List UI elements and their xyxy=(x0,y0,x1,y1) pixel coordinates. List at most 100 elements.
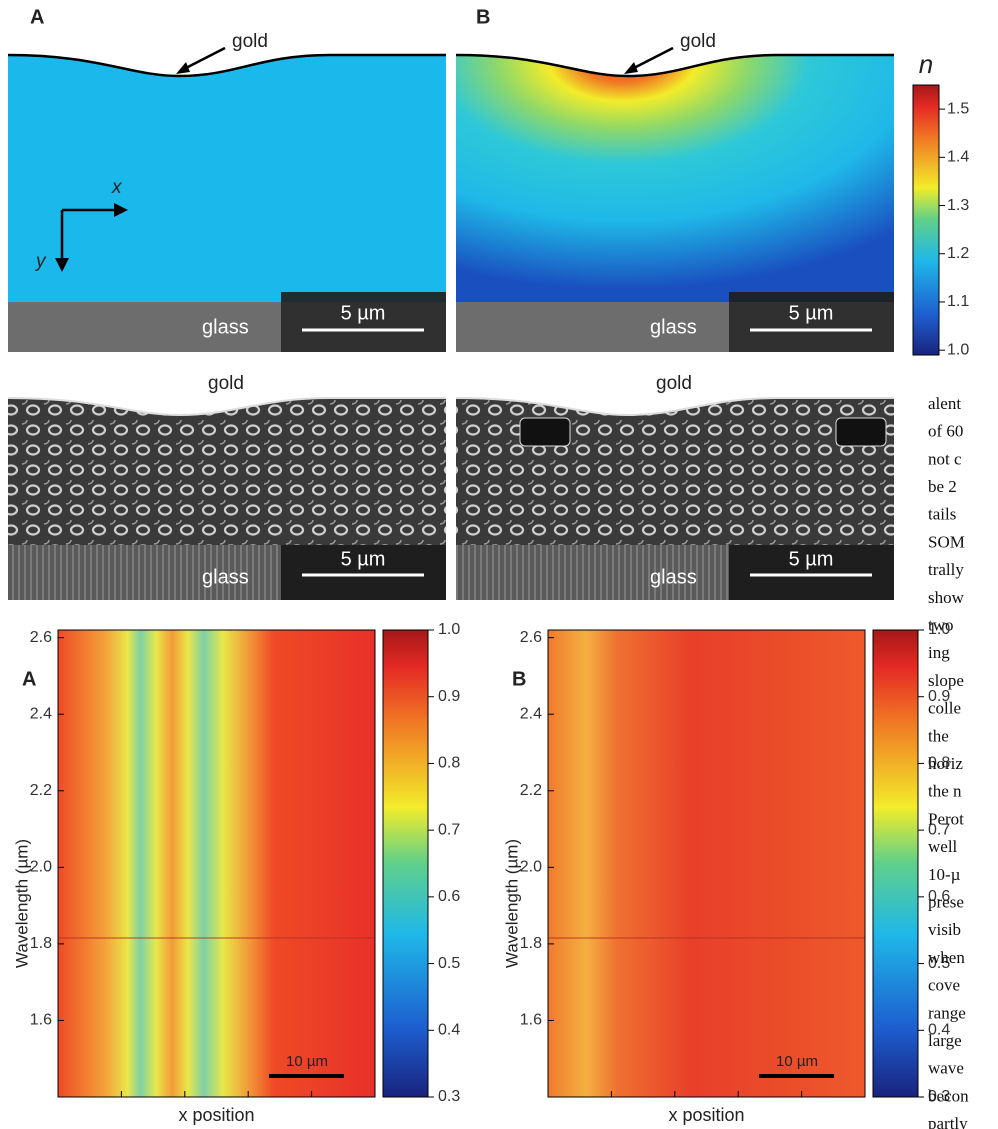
y-tick-label: 2.2 xyxy=(520,782,542,799)
text-line: of 60 xyxy=(928,422,963,441)
sem-panel-b: gold glass 5 µm xyxy=(455,373,894,600)
gold-label: gold xyxy=(208,373,244,394)
y-tick-label: 2.0 xyxy=(30,859,52,876)
colorbar-tick-label: 0.3 xyxy=(928,1088,950,1105)
colorbar-tick-label: 0.6 xyxy=(928,888,950,905)
text-line: alent xyxy=(928,394,961,413)
heatmap-image xyxy=(58,630,375,1097)
text-line: slope xyxy=(928,671,964,690)
sim-panel-b: B gold glass 5 µm xyxy=(455,6,894,352)
text-line: be 2 xyxy=(928,477,957,496)
y-tick-label: 1.8 xyxy=(520,935,542,952)
glass-label: glass xyxy=(202,316,249,338)
y-tick-label: 2.4 xyxy=(520,705,542,722)
text-line: when xyxy=(928,948,965,967)
text-line: well xyxy=(928,837,958,856)
colorbar-tick-label: 0.9 xyxy=(928,688,950,705)
colorbar-tick-label: 0.3 xyxy=(438,1088,460,1105)
text-line: show xyxy=(928,588,965,607)
y-tick-label: 1.8 xyxy=(30,935,52,952)
colorbar xyxy=(382,629,429,1098)
colorbar-tick-label: 0.5 xyxy=(928,955,950,972)
colorbar-tick-label: 0.9 xyxy=(438,688,460,705)
text-line: not c xyxy=(928,449,962,468)
sim-panel-a: A gold glass 5 µm x y xyxy=(7,6,446,352)
text-line: visib xyxy=(928,920,961,939)
text-line: SOM xyxy=(928,532,965,551)
colorbar-tick-label: 1.1 xyxy=(947,293,969,310)
gold-label: gold xyxy=(232,31,268,52)
text-line: the n xyxy=(928,782,962,801)
panel-label: A xyxy=(22,668,36,690)
text-line: two xyxy=(928,616,954,635)
text-line: large xyxy=(928,1031,962,1050)
text-line: tails xyxy=(928,505,956,524)
heatmap-image xyxy=(548,630,865,1097)
colorbar-tick-label: 1.0 xyxy=(947,341,969,358)
text-line: 10-µ xyxy=(928,865,961,884)
glass-label: glass xyxy=(650,566,697,588)
y-tick-label: 2.0 xyxy=(520,859,542,876)
heatmaps: 1.6 1.8 2.0 2.2 2.4 2.6 A Wavelength (µm) x posi… xyxy=(12,621,950,1125)
colorbar-tick-label: 0.4 xyxy=(928,1022,950,1039)
text-line: ing xyxy=(928,643,950,662)
scale-bar-label: 5 µm xyxy=(789,302,834,324)
colorbar-tick-label: 1.0 xyxy=(928,621,950,638)
text-line: range xyxy=(928,1003,966,1022)
glass-label: glass xyxy=(650,316,697,338)
colorbar-tick-label: 0.7 xyxy=(928,821,950,838)
scale-bar-label: 10 µm xyxy=(286,1053,328,1070)
plot-frame xyxy=(547,629,866,1098)
colorbar-tick-label: 1.2 xyxy=(947,245,969,262)
y-tick-label: 2.6 xyxy=(30,629,52,646)
text-line: cove xyxy=(928,976,960,995)
panel-label: B xyxy=(476,6,490,28)
text-line: wave xyxy=(928,1059,964,1078)
axis-x-label: x xyxy=(111,177,123,198)
colorbar xyxy=(872,629,919,1098)
panel-label: A xyxy=(30,6,44,28)
text-line: prese xyxy=(928,893,964,912)
text-line: trally xyxy=(928,560,964,579)
colorbar-tick-label: 1.3 xyxy=(947,197,969,214)
heatmap-panel: 1.6 1.8 2.0 2.2 2.4 2.6 B Wavelength (µm) x posi… xyxy=(502,621,950,1125)
panel-label: B xyxy=(512,668,526,690)
text-line: the xyxy=(928,726,949,745)
text-line: becon xyxy=(928,1086,969,1105)
colorbar-title: n xyxy=(919,49,933,79)
text-line: partly xyxy=(928,1114,968,1129)
colorbar-tick-label: 1.0 xyxy=(438,621,460,638)
scale-bar-label: 5 µm xyxy=(341,548,386,570)
scale-bar-label: 5 µm xyxy=(789,548,834,570)
text-line: horiz xyxy=(928,754,963,773)
y-axis-title: Wavelength (µm) xyxy=(12,839,31,968)
y-tick-label: 2.6 xyxy=(520,629,542,646)
axis-y-label: y xyxy=(34,251,47,272)
y-tick-label: 2.2 xyxy=(30,782,52,799)
gold-label: gold xyxy=(656,373,692,394)
x-axis-title: x position xyxy=(178,1105,254,1125)
colorbar-n: n 1.0 1.1 1.2 1.3 1.4 1.5 xyxy=(912,49,969,358)
colorbar-tick-label: 0.8 xyxy=(928,755,950,772)
colorbar-tick-label: 1.5 xyxy=(947,100,969,117)
colorbar-tick-label: 0.4 xyxy=(438,1022,460,1039)
y-tick-label: 2.4 xyxy=(30,705,52,722)
heatmap-panel: 1.6 1.8 2.0 2.2 2.4 2.6 A Wavelength (µm) x posi… xyxy=(12,621,460,1125)
body-text: alent of 60 not c be 2 tails SOM trally show two… xyxy=(928,394,969,1129)
scale-bar-label: 5 µm xyxy=(341,302,386,324)
colorbar-tick-label: 0.8 xyxy=(438,755,460,772)
colorbar-tick-label: 0.6 xyxy=(438,888,460,905)
colorbar-tick-label: 1.4 xyxy=(947,149,969,166)
text-line: Perot xyxy=(928,809,964,828)
glass-label: glass xyxy=(202,566,249,588)
scale-bar-label: 10 µm xyxy=(776,1053,818,1070)
gold-label: gold xyxy=(680,31,716,52)
x-axis-title: x position xyxy=(668,1105,744,1125)
text-line: colle xyxy=(928,699,961,718)
y-axis-title: Wavelength (µm) xyxy=(502,839,521,968)
colorbar-tick-label: 0.5 xyxy=(438,955,460,972)
sem-panel-a: gold glass 5 µm xyxy=(7,373,446,600)
y-tick-label: 1.6 xyxy=(520,1012,542,1029)
